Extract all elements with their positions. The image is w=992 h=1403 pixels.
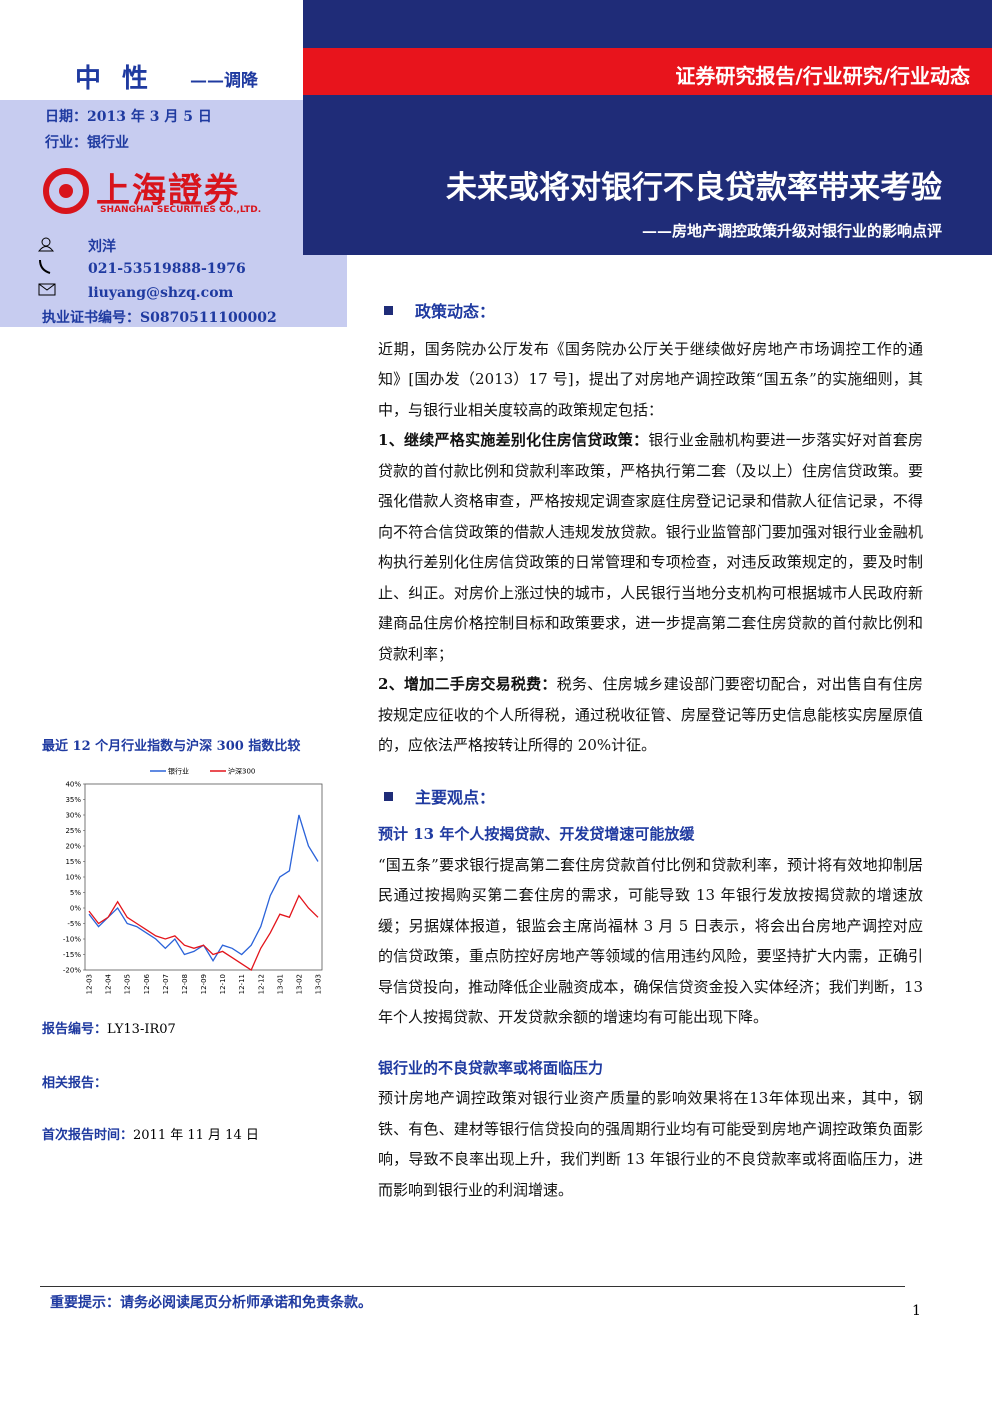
heading-text: 政策动态： [415, 302, 496, 321]
y-tick-label: 40% [65, 781, 81, 789]
info-box [0, 255, 347, 327]
plot-frame [84, 783, 323, 971]
section-heading: 政策动态： [378, 297, 923, 328]
subheading: 银行业的不良贷款率或将面临压力 [378, 1058, 604, 1077]
subheading: 预计 13 年个人按揭贷款、开发贷增速可能放缓 [378, 825, 695, 843]
x-tick-label: 12-05 [124, 974, 132, 994]
chart-title: 最近 12 个月行业指数与沪深 300 指数比较 [42, 739, 301, 754]
x-tick-label: 12-03 [86, 974, 94, 994]
x-tick-label: 12-08 [181, 974, 189, 994]
analyst-license: 执业证书编号：S0870511100002 [42, 310, 277, 326]
paragraph: “国五条”要求银行提高第二套住房贷款首付比例和贷款利率，预计将有效地抑制居民通过… [378, 855, 923, 1027]
analyst-name: 刘洋 [88, 239, 116, 255]
body: 政策动态： 近期，国务院办公厅发布《国务院办公厅关于继续做好房地产市场调控工作的… [378, 285, 923, 1205]
footer-note: 重要提示：请务必阅读尾页分析师承诺和免责条款。 [50, 1295, 372, 1311]
x-tick-label: 12-12 [257, 974, 265, 994]
rating: 中 性 [75, 64, 155, 94]
rating-change: ——调降 [190, 71, 258, 91]
header-band [303, 0, 992, 255]
text: 税务、住房城乡建设部门要密切配合，对出售自有住房按规定应征收的个人所得税，通过税… [378, 675, 923, 754]
x-tick-label: 12-06 [143, 973, 151, 994]
legend-label: 银行业 [168, 767, 189, 776]
heading-text: 主要观点： [415, 787, 496, 807]
industry: 行业：银行业 [45, 135, 129, 151]
y-tick-label: 15% [65, 858, 81, 866]
x-tick-label: 13-02 [295, 974, 303, 994]
category-band [303, 48, 992, 95]
label: 首次报告时间： [42, 1128, 134, 1143]
chart: -20% -15% -10% -5% 0% 5% 10% 15% 20% 25% 30% 35% 40%… [63, 767, 323, 995]
paragraph: 1、继续严格实施差别化住房信贷政策：银行业金融机构要进一步落实好对首套房贷款的首… [378, 425, 923, 669]
x-tick-label: 12-10 [219, 974, 227, 994]
paragraph: 近期，国务院办公厅发布《国务院办公厅关于继续做好房地产市场调控工作的通知》[国办… [378, 339, 923, 419]
lead: 1、继续严格实施差别化住房信贷政策： [378, 431, 649, 449]
y-tick-label: 25% [65, 827, 81, 835]
value: 2011 年 11 月 14 日 [133, 1128, 259, 1143]
lead: 2、增加二手房交易税费： [378, 675, 557, 693]
y-tick-label: -10% [63, 936, 81, 944]
x-tick-label: 13-03 [315, 974, 323, 994]
logo-name: 上海證券 [96, 171, 240, 211]
title: 未来或将对银行不良贷款率带来考验 [446, 170, 942, 206]
subtitle: ——房地产调控政策升级对银行业的影响点评 [641, 222, 942, 240]
legend-label: 沪深300 [228, 767, 255, 776]
series-line [88, 814, 319, 962]
logo-mark [43, 168, 89, 214]
category: 证券研究报告/行业研究/行业动态 [675, 64, 970, 88]
analyst-email: liuyang@shzq.com [88, 285, 234, 301]
x-tick-label: 12-07 [162, 974, 170, 994]
logo-english: SHANGHAI SECURITIES CO.,LTD. [100, 205, 262, 215]
x-tick-label: 12-11 [238, 974, 246, 994]
x-tick-label: 13-01 [276, 974, 284, 994]
date: 日期：2013 年 3 月 5 日 [45, 109, 212, 125]
text: 银行业金融机构要进一步落实好对首套房贷款的首付款比例和贷款利率政策，严格执行第二… [378, 431, 923, 663]
y-tick-label: 20% [65, 843, 81, 851]
paragraph: 2、增加二手房交易税费：税务、住房城乡建设部门要密切配合，对出售自有住房按规定应… [378, 669, 923, 761]
paragraph: 预计房地产调控政策对银行业资产质量的影响效果将在13年体现出来，其中，钢铁、有色… [378, 1089, 923, 1199]
y-tick-label: -5% [67, 920, 81, 928]
series-line [88, 894, 319, 971]
y-tick-label: -20% [63, 967, 81, 975]
section-heading: 主要观点： [378, 783, 923, 814]
y-tick-label: 5% [70, 889, 81, 897]
y-tick-label: 35% [65, 796, 81, 804]
y-tick-label: 0% [70, 905, 81, 913]
value: LY13-IR07 [107, 1022, 176, 1037]
x-tick-label: 12-04 [105, 973, 113, 994]
related-label: 相关报告： [42, 1076, 108, 1091]
x-tick-label: 12-09 [200, 974, 208, 994]
footer-rule [40, 1286, 905, 1287]
analyst-phone: 021-53519888-1976 [88, 261, 246, 277]
contact-icons [37, 237, 56, 296]
first-report: 首次报告时间：2011 年 11 月 14 日 [42, 1124, 259, 1143]
report-number: 报告编号：LY13-IR07 [42, 1018, 176, 1037]
y-tick-label: -15% [63, 951, 81, 959]
page-number: 1 [912, 1303, 921, 1319]
y-tick-label: 10% [65, 874, 81, 882]
label: 报告编号： [42, 1022, 108, 1037]
y-tick-label: 30% [65, 812, 81, 820]
